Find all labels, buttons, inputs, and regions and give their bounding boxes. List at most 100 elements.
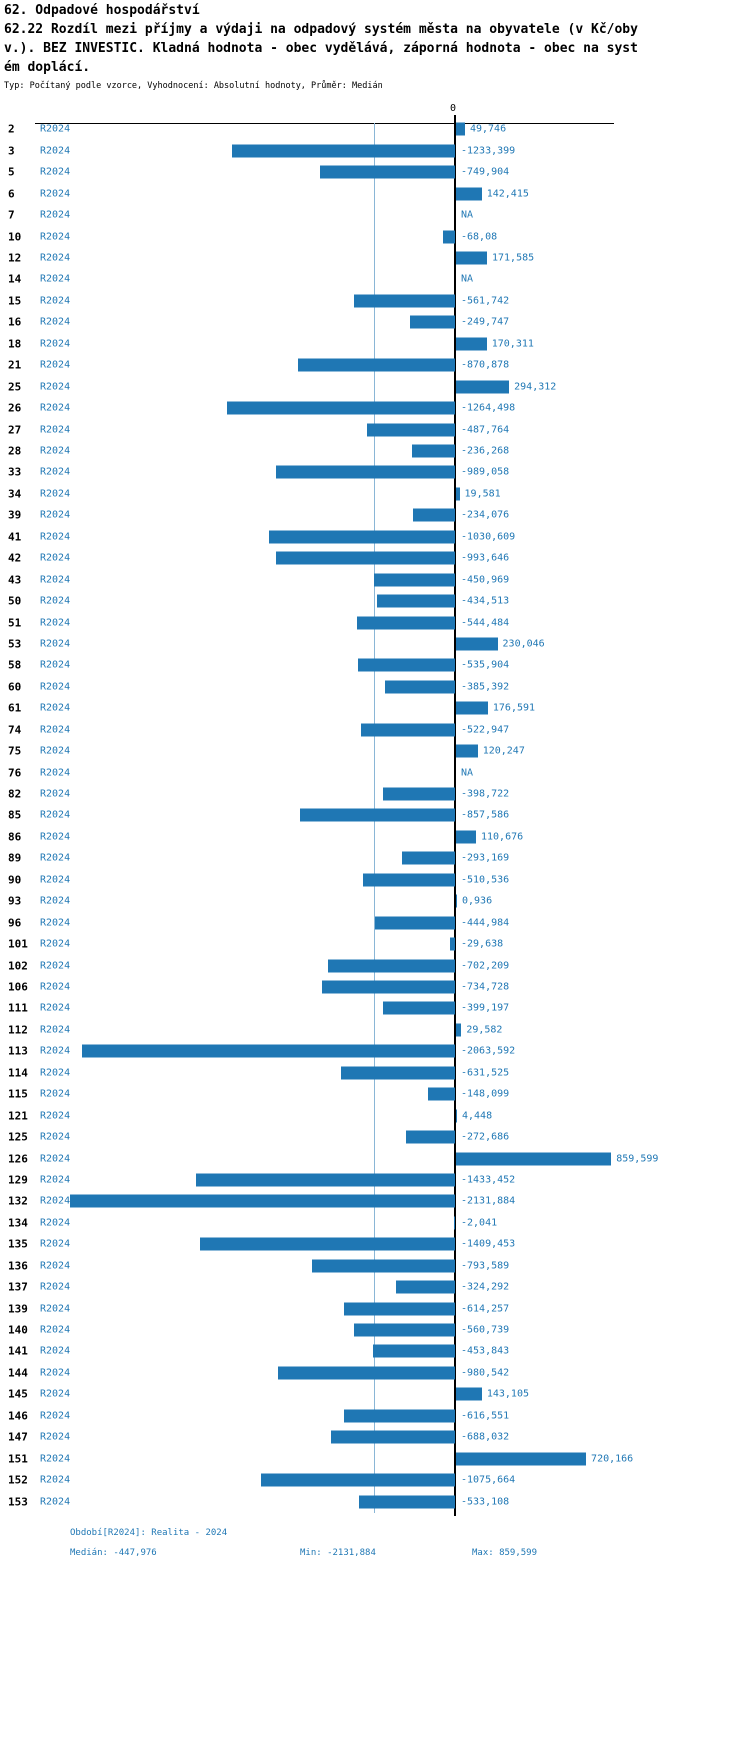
bar: [456, 1387, 482, 1401]
value-label: -870,878: [461, 359, 510, 371]
bar: [277, 1366, 455, 1380]
row-number: 61: [8, 701, 22, 715]
row-number: 101: [8, 937, 28, 951]
bar: [405, 1130, 455, 1144]
series-label: R2024: [40, 1110, 71, 1122]
value-label: -980,542: [461, 1367, 510, 1379]
chart-row: 60 R2024 -385,392: [0, 676, 750, 697]
zero-axis-label: 0: [450, 103, 457, 114]
value-label: -702,209: [461, 960, 510, 972]
bar: [340, 1066, 455, 1080]
row-number: 135: [8, 1237, 28, 1251]
page-title: 62. Odpadové hospodářství: [4, 3, 200, 18]
series-label: R2024: [40, 1410, 71, 1422]
series-label: R2024: [40, 1195, 71, 1207]
footer-min: Min: -2131,884: [300, 1548, 376, 1558]
bar: [456, 1109, 457, 1123]
bar: [456, 744, 478, 758]
row-number: 3: [8, 144, 15, 158]
bar: [456, 1023, 462, 1037]
chart-row: 135 R2024 -1409,453: [0, 1234, 750, 1255]
bar: [82, 1044, 455, 1058]
series-label: R2024: [40, 316, 71, 328]
series-label: R2024: [40, 273, 71, 285]
chart-row: 126 R2024 859,599: [0, 1148, 750, 1169]
value-label: -398,722: [461, 788, 510, 800]
chart-row: 39 R2024 -234,076: [0, 505, 750, 526]
series-label: R2024: [40, 1088, 71, 1100]
value-label: 19,581: [464, 488, 501, 500]
bar: [382, 787, 455, 801]
chart-row: 112 R2024 29,582: [0, 1019, 750, 1040]
chart-row: 12 R2024 171,585: [0, 247, 750, 268]
series-label: R2024: [40, 359, 71, 371]
chart-row: 147 R2024 -688,032: [0, 1427, 750, 1448]
row-number: 126: [8, 1152, 28, 1166]
row-number: 42: [8, 551, 22, 565]
value-label: -293,169: [461, 852, 510, 864]
bar: [297, 358, 455, 372]
bar: [373, 573, 455, 587]
row-number: 16: [8, 315, 22, 329]
chart-row: 51 R2024 -544,484: [0, 612, 750, 633]
series-label: R2024: [40, 981, 71, 993]
series-label: R2024: [40, 681, 71, 693]
series-label: R2024: [40, 1153, 71, 1165]
value-label: -385,392: [461, 681, 510, 693]
series-label: R2024: [40, 402, 71, 414]
series-label: R2024: [40, 466, 71, 478]
bar: [376, 594, 455, 608]
value-label: -148,099: [461, 1088, 510, 1100]
chart-row: 102 R2024 -702,209: [0, 955, 750, 976]
series-label: R2024: [40, 767, 71, 779]
bar: [402, 851, 455, 865]
row-number: 141: [8, 1344, 28, 1358]
chart-row: 151 R2024 720,166: [0, 1448, 750, 1469]
row-number: 76: [8, 766, 22, 780]
value-label: -450,969: [461, 574, 510, 586]
row-number: 33: [8, 465, 22, 479]
series-label: R2024: [40, 1217, 71, 1229]
row-number: 137: [8, 1280, 28, 1294]
series-label: R2024: [40, 381, 71, 393]
row-number: 39: [8, 508, 22, 522]
row-number: 90: [8, 873, 22, 887]
chart-row: 7 R2024 NA: [0, 204, 750, 225]
chart-row: 106 R2024 -734,728: [0, 976, 750, 997]
value-label: -616,551: [461, 1410, 510, 1422]
series-label: R2024: [40, 852, 71, 864]
row-number: 21: [8, 358, 22, 372]
series-label: R2024: [40, 809, 71, 821]
row-number: 75: [8, 744, 22, 758]
bar: [428, 1087, 455, 1101]
zero-axis-line: [454, 115, 456, 1516]
row-number: 112: [8, 1023, 28, 1037]
value-label: 143,105: [486, 1388, 529, 1400]
value-label: 294,312: [514, 381, 557, 393]
series-label: R2024: [40, 509, 71, 521]
chart-row: 16 R2024 -249,747: [0, 312, 750, 333]
bar: [373, 1344, 455, 1358]
series-label: R2024: [40, 445, 71, 457]
series-label: R2024: [40, 659, 71, 671]
value-label: -793,589: [461, 1260, 510, 1272]
series-label: R2024: [40, 1260, 71, 1272]
row-number: 50: [8, 594, 22, 608]
value-label: -857,586: [461, 809, 510, 821]
bar: [275, 551, 455, 565]
footer-period: Období[R2024]: Realita - 2024: [70, 1528, 228, 1538]
series-label: R2024: [40, 1131, 71, 1143]
value-label: -688,032: [461, 1431, 510, 1443]
row-number: 86: [8, 830, 22, 844]
value-label: -487,764: [461, 424, 510, 436]
row-number: 82: [8, 787, 22, 801]
value-label: 49,746: [469, 123, 507, 135]
bar: [456, 894, 457, 908]
value-label: -631,525: [461, 1067, 510, 1079]
value-label: -522,947: [461, 724, 510, 736]
chart-meta: Typ: Počítaný podle vzorce, Vyhodnocení:…: [4, 81, 383, 91]
row-number: 43: [8, 573, 22, 587]
row-number: 41: [8, 530, 22, 544]
row-number: 125: [8, 1130, 28, 1144]
row-number: 12: [8, 251, 22, 265]
